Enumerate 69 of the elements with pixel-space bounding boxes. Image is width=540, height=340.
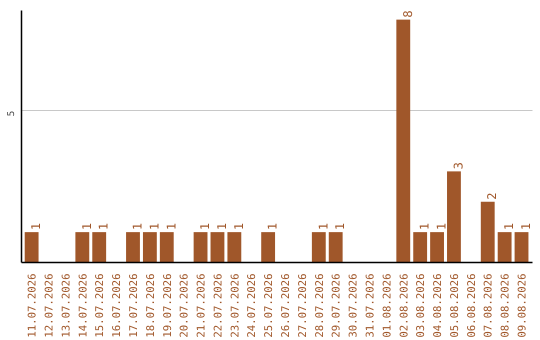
bar xyxy=(498,232,512,262)
x-tick-label: 22.07.2026 xyxy=(211,274,224,338)
data-label: 1 xyxy=(214,222,229,230)
x-tick-label: 24.07.2026 xyxy=(245,274,258,338)
data-label: 1 xyxy=(198,222,212,230)
data-label: 1 xyxy=(316,222,330,230)
data-label: 2 xyxy=(485,192,500,200)
bar xyxy=(447,171,461,262)
x-tick-label: 31.07.2026 xyxy=(363,274,376,338)
x-tick-label: 18.07.2026 xyxy=(144,274,157,338)
bar xyxy=(24,232,39,262)
bar xyxy=(92,232,106,262)
bar xyxy=(210,232,224,262)
x-tick-label: 13.07.2026 xyxy=(59,274,72,338)
x-tick-label: 20.07.2026 xyxy=(178,274,191,338)
data-label: 1 xyxy=(147,222,162,230)
data-label: 1 xyxy=(80,222,94,230)
x-tick-label: 19.07.2026 xyxy=(160,274,174,338)
bar xyxy=(126,232,140,262)
x-tick-label: 15.07.2026 xyxy=(93,274,106,338)
x-tick-label: 07.08.2026 xyxy=(482,274,495,338)
x-tick-label: 28.07.2026 xyxy=(312,274,326,338)
x-tick-label: 21.07.2026 xyxy=(194,274,208,338)
data-label: 1 xyxy=(164,222,178,230)
data-label: 1 xyxy=(434,222,449,230)
x-tick-label: 02.08.2026 xyxy=(397,274,410,338)
x-tick-label: 25.07.2026 xyxy=(262,274,276,338)
bar xyxy=(328,232,343,262)
x-tick-label: 01.08.2026 xyxy=(380,274,394,338)
x-tick-label: 27.07.2026 xyxy=(296,274,309,338)
x-tick-label: 12.07.2026 xyxy=(42,274,56,338)
data-label: 1 xyxy=(130,222,144,230)
data-label: 1 xyxy=(333,222,348,230)
x-tick-label: 04.08.2026 xyxy=(431,274,444,338)
bar xyxy=(480,202,495,262)
x-tick-label: 06.08.2026 xyxy=(464,274,478,338)
data-label: 1 xyxy=(29,222,44,230)
data-label: 8 xyxy=(400,10,415,18)
data-label: 1 xyxy=(418,222,432,230)
bar xyxy=(261,232,276,262)
x-tick-label: 26.07.2026 xyxy=(279,274,292,338)
x-tick-label: 03.08.2026 xyxy=(414,274,428,338)
x-tick-label: 17.07.2026 xyxy=(126,274,140,338)
bar xyxy=(514,232,528,262)
bar xyxy=(312,232,326,262)
bar xyxy=(227,232,242,262)
x-tick-label: 29.07.2026 xyxy=(330,274,343,338)
data-label: 1 xyxy=(96,222,111,230)
x-tick-label: 23.07.2026 xyxy=(228,274,242,338)
y-tick-label: 5 xyxy=(6,110,17,116)
x-tick-label: 14.07.2026 xyxy=(76,274,90,338)
bar xyxy=(413,232,428,262)
x-tick-label: 05.08.2026 xyxy=(448,274,461,338)
x-tick-label: 09.08.2026 xyxy=(516,274,529,338)
bar xyxy=(75,232,90,262)
data-label: 1 xyxy=(519,222,534,230)
bar xyxy=(430,232,444,262)
data-label: 1 xyxy=(266,222,280,230)
x-tick-label: 08.08.2026 xyxy=(498,274,512,338)
x-tick-label: 30.07.2026 xyxy=(346,274,360,338)
bar xyxy=(142,232,157,262)
bar xyxy=(396,20,410,262)
data-label: 1 xyxy=(502,222,516,230)
x-tick-label: 11.07.2026 xyxy=(26,274,39,338)
bar xyxy=(194,232,208,262)
data-label: 1 xyxy=(232,222,246,230)
bar xyxy=(160,232,174,262)
data-label: 3 xyxy=(451,162,466,170)
x-tick-label: 16.07.2026 xyxy=(110,274,124,338)
